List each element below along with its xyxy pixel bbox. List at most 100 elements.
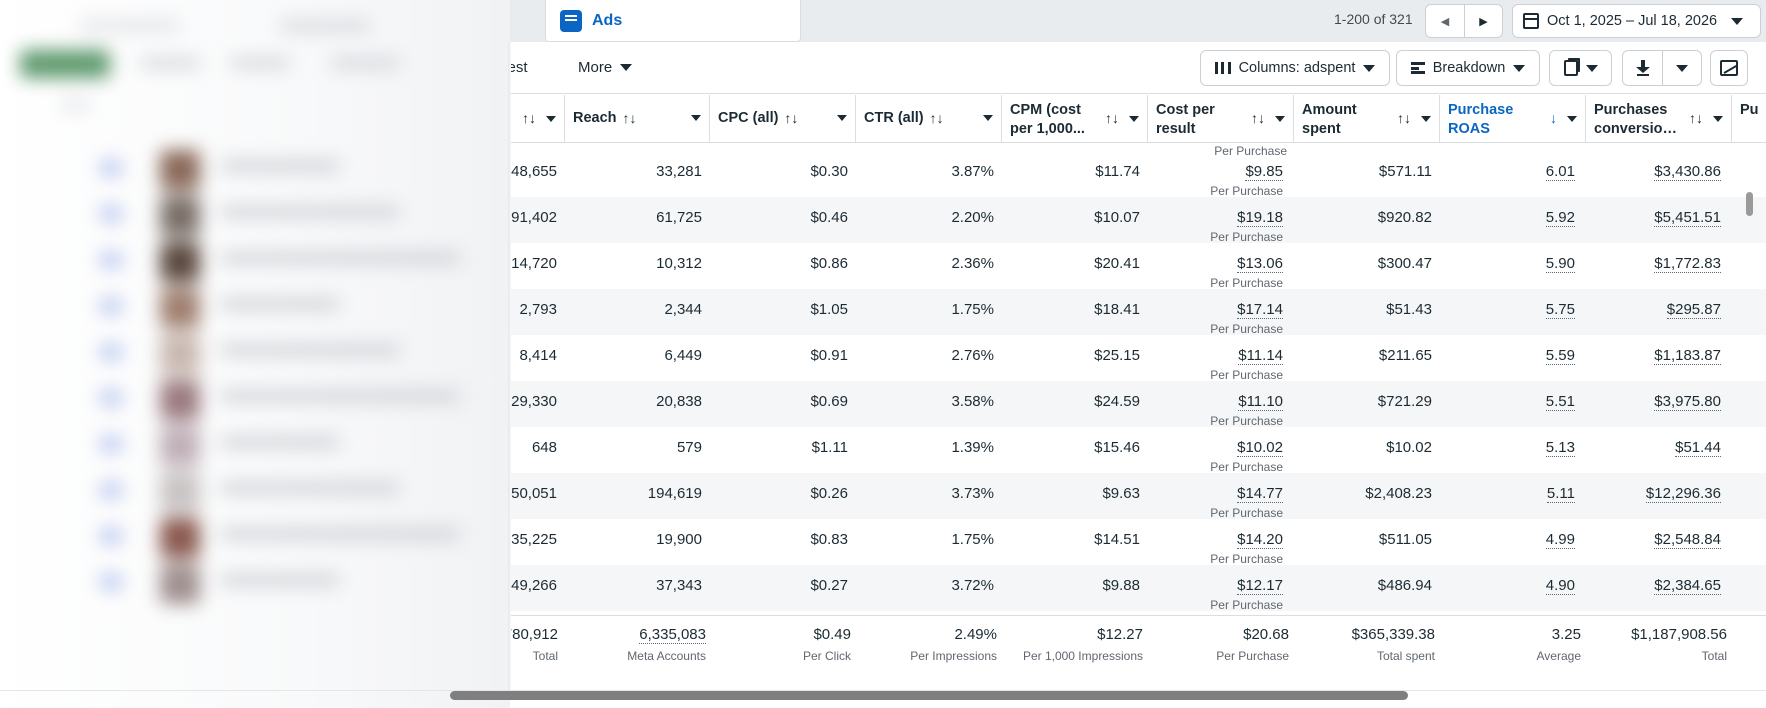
chevron-down-icon[interactable] [1129,115,1139,122]
table-cell: $10.07 [1002,209,1140,226]
cell-cpr[interactable]: $11.14 [1238,347,1283,365]
cell-cpr[interactable]: $17.14 [1237,301,1283,319]
cost-per-result-sub: Per Purchase [1210,184,1283,198]
cell-cpr[interactable]: $19.18 [1237,209,1283,227]
column-header[interactable]: CTR (all) ↑↓ [856,95,1002,143]
table-cell: 1.39% [856,439,994,456]
cell-conv[interactable]: $3,430.86 [1654,163,1721,181]
table-row[interactable]: 648 579 $1.11 1.39% $15.46 $10.02 $10.02 5.13 $5… [0,427,1766,474]
cell-impr: 48,655 [511,163,557,180]
cell-conv[interactable]: $51.44 [1675,439,1721,457]
vertical-scrollbar[interactable] [1746,192,1753,216]
breakdown-button[interactable]: Breakdown [1396,50,1540,86]
table-cell: $20.41 [1002,255,1140,272]
table-cell: $14.20 [1148,531,1283,549]
sort-icon[interactable]: ↓ [1550,110,1557,126]
chart-view-button[interactable] [1710,50,1748,86]
cell-roas[interactable]: 5.90 [1545,255,1575,273]
cell-cpr[interactable]: $10.02 [1237,439,1283,457]
chevron-down-icon[interactable] [983,115,993,121]
cell-conv[interactable]: $1,183.87 [1654,347,1721,365]
reports-button[interactable] [1549,50,1612,86]
cell-roas[interactable]: 5.75 [1545,301,1575,319]
sort-icon[interactable]: ↑↓ [1689,110,1703,126]
horizontal-scrollbar[interactable] [450,691,1408,700]
cell-roas[interactable]: 5.11 [1546,485,1575,503]
export-dropdown[interactable] [1663,64,1701,72]
column-header[interactable]: Purchases conversion... ↑↓ [1586,95,1732,143]
chevron-down-icon[interactable] [691,115,701,121]
sort-icon[interactable]: ↑↓ [1105,110,1119,126]
table-row[interactable]: 35,225 19,900 $0.83 1.75% $14.51 $14.20 $511.0… [0,519,1766,566]
cell-cpr[interactable]: $12.17 [1237,577,1283,595]
total-sub-label: Per Impressions [910,649,997,663]
total-sub-label: Per 1,000 Impressions [1022,649,1143,663]
cell-conv[interactable]: $2,384.65 [1654,577,1721,595]
column-header[interactable]: ↑↓ [470,95,565,143]
cell-cpr[interactable]: $14.77 [1237,485,1283,503]
columns-button[interactable]: Columns: adspent [1200,50,1390,86]
column-header[interactable]: Pu [1732,95,1766,143]
total-sub-label: Total [532,649,558,663]
download-button[interactable] [1623,51,1663,85]
cell-roas[interactable]: 5.92 [1545,209,1575,227]
tab-ads[interactable]: Ads [545,0,801,42]
more-button[interactable]: More [578,59,633,76]
table-cell: $18.41 [1002,301,1140,318]
column-header[interactable]: CPC (all) ↑↓ [710,95,856,143]
cell-cpm: $14.51 [1094,531,1140,548]
cell-spent: $10.02 [1386,439,1432,456]
cell-roas[interactable]: 6.01 [1545,163,1575,181]
cell-roas[interactable]: 4.90 [1545,577,1575,595]
table-row[interactable]: 8,414 6,449 $0.91 2.76% $25.15 $11.14 $211.65 5… [0,335,1766,382]
table-cell: 5.59 [1440,347,1575,365]
chevron-down-icon[interactable] [1275,115,1285,122]
table-cell: 2,344 [565,301,702,318]
column-header[interactable]: CPM (cost per 1,000... ↑↓ [1002,95,1148,143]
cell-cpr[interactable]: $14.20 [1237,531,1283,549]
cell-impr: 29,330 [511,393,557,410]
chevron-down-icon[interactable] [546,115,556,122]
column-header[interactable]: Reach ↑↓ [565,95,710,143]
chevron-left-icon[interactable]: ◀ [1440,15,1450,28]
column-header[interactable]: Purchase ROAS (retu... ↓ [1440,95,1586,143]
cell-conv[interactable]: $3,975.80 [1654,393,1721,411]
table-row[interactable]: 48,655 33,281 $0.30 3.87% $11.74 $9.85 $571.11… [0,151,1766,198]
chevron-right-icon[interactable]: ▶ [1464,5,1502,37]
column-header[interactable]: Amount spent ↑↓ [1294,95,1440,143]
sort-icon[interactable]: ↑↓ [522,110,536,126]
cell-cpr[interactable]: $11.10 [1238,393,1283,411]
cell-cpr[interactable]: $13.06 [1237,255,1283,273]
chevron-down-icon[interactable] [837,115,847,121]
sort-icon[interactable]: ↑↓ [929,110,944,126]
table-cell: 37,343 [565,577,702,594]
sort-icon[interactable]: ↑↓ [1397,110,1411,126]
cell-conv[interactable]: $2,548.84 [1654,531,1721,549]
cell-roas[interactable]: 4.99 [1545,531,1575,549]
sort-icon[interactable]: ↑↓ [1251,110,1265,126]
chevron-down-icon[interactable] [1713,115,1723,122]
table-row[interactable]: 14,720 10,312 $0.86 2.36% $20.41 $13.06 $300.4… [0,243,1766,290]
column-header[interactable]: Cost per result ↑↓ [1148,95,1294,143]
cell-conv[interactable]: $295.87 [1666,301,1721,319]
cell-conv[interactable]: $5,451.51 [1654,209,1721,227]
sort-icon[interactable]: ↑↓ [622,110,637,126]
cell-roas[interactable]: 5.13 [1545,439,1575,457]
date-range-picker[interactable]: Oct 1, 2025 – Jul 18, 2026 [1512,4,1761,38]
cell-cpr[interactable]: $9.85 [1245,163,1283,181]
chevron-down-icon[interactable] [1421,115,1431,122]
table-cell: $9.85 [1148,163,1283,181]
total-cpr: $20.68 [1243,626,1289,643]
sort-icon[interactable]: ↑↓ [784,110,799,126]
cell-roas[interactable]: 5.51 [1545,393,1575,411]
cell-conv[interactable]: $1,772.83 [1654,255,1721,273]
cell-conv[interactable]: $12,296.36 [1645,485,1721,503]
cell-impr: 50,051 [511,485,557,502]
cell-spent: $51.43 [1386,301,1432,318]
cell-ctr: 2.36% [951,255,994,272]
table-cell: $9.63 [1002,485,1140,502]
chevron-down-icon[interactable] [1567,115,1577,122]
table-cell: 2.20% [856,209,994,226]
export-button[interactable] [1622,50,1702,86]
cell-roas[interactable]: 5.59 [1545,347,1575,365]
